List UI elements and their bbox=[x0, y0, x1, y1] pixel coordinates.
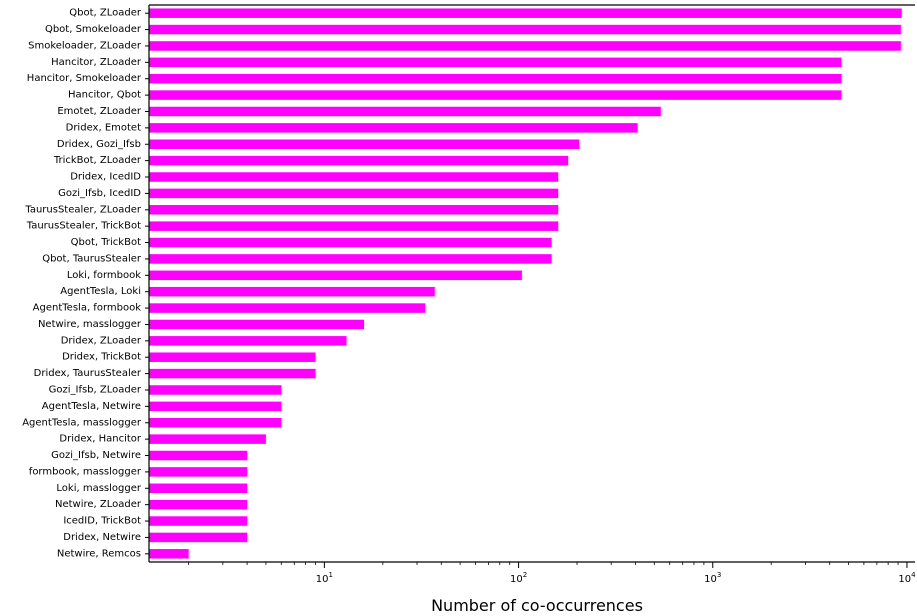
category-label: Dridex, ZLoader bbox=[61, 335, 142, 346]
bar bbox=[149, 73, 842, 84]
bars-layer bbox=[149, 8, 902, 559]
bar bbox=[149, 549, 189, 559]
bar bbox=[149, 57, 842, 68]
category-label: TrickBot, ZLoader bbox=[53, 155, 142, 166]
bar bbox=[149, 8, 902, 18]
category-label: AgentTesla, Loki bbox=[60, 286, 141, 297]
category-label: IcedID, TrickBot bbox=[63, 516, 141, 527]
bar bbox=[149, 237, 552, 248]
bar bbox=[149, 41, 901, 51]
bar bbox=[149, 205, 559, 215]
category-label: Hancitor, Smokeloader bbox=[27, 73, 142, 84]
category-label: Qbot, ZLoader bbox=[69, 8, 142, 19]
category-label: Netwire, Remcos bbox=[57, 548, 141, 559]
category-label: Dridex, Emotet bbox=[66, 122, 141, 133]
x-tick-label: 102 bbox=[510, 571, 527, 585]
category-label: Qbot, TaurusStealer bbox=[42, 253, 142, 264]
bar bbox=[149, 139, 580, 150]
x-ticks-layer: 101 102 103 104 bbox=[188, 562, 916, 585]
category-label: formbook, masslogger bbox=[29, 466, 142, 477]
bar bbox=[149, 172, 559, 182]
category-label: AgentTesla, masslogger bbox=[22, 417, 142, 428]
category-label: Hancitor, Qbot bbox=[68, 90, 141, 101]
category-label: Qbot, Smokeloader bbox=[45, 24, 142, 35]
bar bbox=[149, 336, 347, 346]
category-label: Dridex, Gozi_Ifsb bbox=[57, 139, 141, 150]
bar bbox=[149, 221, 559, 231]
category-label: Dridex, Netwire bbox=[63, 532, 141, 543]
bar bbox=[149, 483, 248, 494]
bar bbox=[149, 123, 638, 133]
category-label: Smokeloader, ZLoader bbox=[28, 40, 142, 51]
bar bbox=[149, 188, 559, 199]
category-label: Dridex, IcedID bbox=[70, 172, 141, 183]
bar bbox=[149, 467, 248, 477]
category-labels-layer: Qbot, ZLoader Qbot, Smokeloader Smokeloade… bbox=[22, 8, 142, 560]
category-label: TaurusStealer, TrickBot bbox=[26, 221, 141, 232]
bar bbox=[149, 90, 842, 100]
bar bbox=[149, 532, 248, 543]
bar bbox=[149, 286, 435, 297]
x-axis-label: Number of co-occurrences bbox=[431, 596, 643, 615]
bar bbox=[149, 270, 522, 281]
category-label: Gozi_Ifsb, Netwire bbox=[51, 450, 141, 461]
bar bbox=[149, 254, 552, 264]
x-tick-label: 101 bbox=[316, 571, 333, 585]
category-label: Netwire, masslogger bbox=[38, 319, 142, 330]
bar bbox=[149, 401, 282, 412]
category-label: Netwire, ZLoader bbox=[55, 499, 142, 510]
axes-layer bbox=[145, 4, 915, 563]
category-label: Gozi_Ifsb, IcedID bbox=[58, 188, 141, 199]
category-label: Dridex, TrickBot bbox=[62, 352, 141, 363]
category-label: AgentTesla, formbook bbox=[33, 303, 142, 314]
bar bbox=[149, 450, 248, 461]
bar bbox=[149, 106, 661, 117]
bar bbox=[149, 499, 248, 510]
bar bbox=[149, 385, 282, 395]
category-label: Loki, masslogger bbox=[56, 483, 141, 494]
bar bbox=[149, 352, 316, 362]
category-label: Gozi_Ifsb, ZLoader bbox=[49, 384, 142, 395]
category-label: TaurusStealer, ZLoader bbox=[24, 204, 142, 215]
bar bbox=[149, 155, 569, 166]
bar bbox=[149, 368, 316, 379]
category-label: Dridex, TaurusStealer bbox=[34, 368, 142, 379]
category-label: AgentTesla, Netwire bbox=[42, 401, 141, 412]
category-label: Emotet, ZLoader bbox=[57, 106, 142, 117]
bar bbox=[149, 434, 266, 444]
category-label: Dridex, Hancitor bbox=[59, 434, 141, 445]
bar bbox=[149, 417, 282, 428]
category-label: Hancitor, ZLoader bbox=[51, 57, 142, 68]
x-tick-label: 104 bbox=[898, 571, 916, 585]
category-label: Loki, formbook bbox=[67, 270, 141, 281]
bar bbox=[149, 303, 426, 313]
bar bbox=[149, 319, 365, 330]
x-tick-label: 103 bbox=[704, 571, 721, 585]
category-label: Qbot, TrickBot bbox=[71, 237, 141, 248]
bar bbox=[149, 24, 901, 35]
bar bbox=[149, 516, 248, 526]
